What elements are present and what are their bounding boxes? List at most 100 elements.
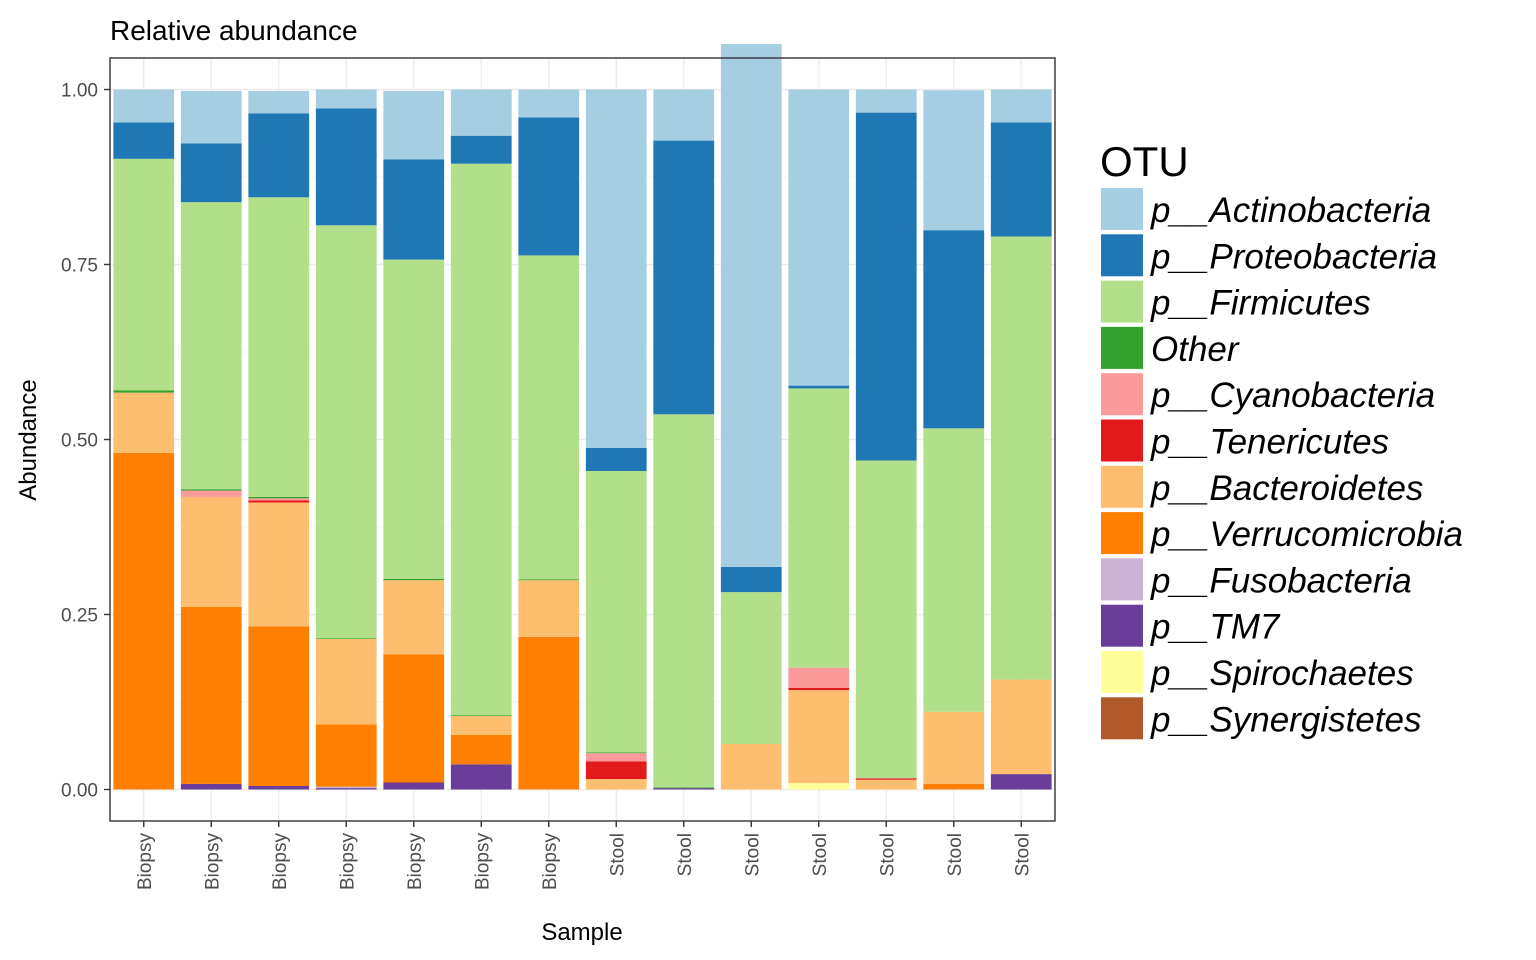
- bar-segment-other: [653, 787, 715, 789]
- y-tick-label: 0.00: [61, 781, 98, 802]
- bar-segment-p-verrucomicrobia: [383, 654, 445, 783]
- bar-segment-p-firmicutes: [180, 202, 242, 490]
- bar-segment-p-cyanobacteria: [248, 498, 310, 501]
- bar-segment-p-bacteroidetes: [113, 392, 175, 453]
- x-tick-label: Biopsy: [135, 833, 156, 891]
- legend-label: Other: [1151, 330, 1240, 369]
- bar-segment-p-firmicutes: [248, 197, 310, 497]
- legend-swatch: [1101, 373, 1143, 416]
- legend-swatch: [1101, 326, 1143, 369]
- y-axis-title: Abundance: [15, 379, 42, 500]
- bar-segment-p-verrucomicrobia: [518, 636, 580, 790]
- bar-segment-p-firmicutes: [855, 460, 917, 779]
- bar-segment-other: [450, 715, 512, 716]
- legend-swatch: [1101, 558, 1143, 601]
- y-tick-label: 0.50: [61, 431, 98, 452]
- bar-segment-other: [518, 579, 580, 581]
- bar-segment-other: [315, 638, 377, 639]
- bar-segment-p-proteobacteria: [113, 122, 175, 159]
- bar-segment-p-proteobacteria: [720, 566, 782, 593]
- legend-label: p__Fusobacteria: [1150, 561, 1412, 600]
- bar-segment-p-firmicutes: [585, 471, 647, 753]
- legend-label: p__Tenericutes: [1150, 423, 1389, 462]
- bar-segment-p-tenericutes: [855, 778, 917, 780]
- x-tick-label: Biopsy: [405, 833, 426, 891]
- bar-segment-p-actinobacteria: [450, 89, 512, 136]
- bar-segment-p-bacteroidetes: [720, 744, 782, 790]
- y-tick-label: 0.25: [61, 606, 98, 627]
- bar-segment-other: [585, 752, 647, 754]
- bar-segment-p-actinobacteria: [855, 89, 917, 113]
- legend-label: p__Spirochaetes: [1150, 654, 1414, 693]
- bar-segment-p-cyanobacteria: [585, 753, 647, 762]
- bar-segment-p-verrucomicrobia: [248, 626, 310, 786]
- bar-segment-p-firmicutes: [788, 388, 850, 668]
- bar-segment-p-actinobacteria: [990, 89, 1052, 123]
- bar-segment-p-actinobacteria: [180, 90, 242, 144]
- bar-segment-p-actinobacteria: [518, 89, 580, 118]
- bar-segment-other: [113, 390, 175, 393]
- legend-swatch: [1101, 419, 1143, 462]
- bar-segment-p-bacteroidetes: [788, 690, 850, 784]
- bar-segment-p-tenericutes: [788, 688, 850, 691]
- bar-segment-p-proteobacteria: [180, 143, 242, 203]
- x-tick-label: Stool: [945, 833, 966, 876]
- x-tick-label: Stool: [607, 833, 628, 876]
- bar-segment-p-bacteroidetes: [990, 679, 1052, 775]
- x-axis: Biopsy Biopsy Biopsy Biopsy Biopsy Biopsy Biop…: [135, 821, 1033, 891]
- bar-segment-p-bacteroidetes: [248, 502, 310, 627]
- legend-swatch: [1101, 188, 1143, 230]
- bar-segment-p-tm7: [383, 782, 445, 790]
- bar-segment-p-bacteroidetes: [450, 716, 512, 735]
- x-tick-label: Stool: [810, 833, 831, 876]
- bar-segment-p-bacteroidetes: [315, 639, 377, 725]
- bar-segment-p-actinobacteria: [923, 90, 985, 231]
- bar-segment-p-bacteroidetes: [518, 580, 580, 637]
- bar-segment-p-firmicutes: [653, 414, 715, 788]
- bar-segment-p-bacteroidetes: [855, 779, 917, 790]
- bar-segment-p-firmicutes: [113, 158, 175, 391]
- bar-segment-p-tm7: [653, 788, 715, 790]
- legend-label: p__TM7: [1150, 608, 1281, 647]
- legend-swatch: [1101, 604, 1143, 647]
- bar-segment-p-firmicutes: [518, 255, 580, 580]
- bar-segment-p-verrucomicrobia: [180, 606, 242, 784]
- bar-segment-other: [248, 496, 310, 499]
- bar-segment-p-actinobacteria: [248, 90, 310, 114]
- bar-segment-p-proteobacteria: [990, 122, 1052, 237]
- bar-segment-p-verrucomicrobia: [450, 734, 512, 765]
- bar-segment-p-tm7: [180, 783, 242, 790]
- bar-segment-p-firmicutes: [450, 163, 512, 716]
- bar-segment-p-firmicutes: [923, 428, 985, 712]
- bar-segment-p-bacteroidetes: [180, 496, 242, 607]
- bar-segment-p-proteobacteria: [248, 113, 310, 198]
- bar-segment-p-tenericutes: [585, 761, 647, 779]
- x-tick-label: Biopsy: [202, 833, 223, 891]
- bar-segment-p-firmicutes: [315, 225, 377, 639]
- legend-label: p__Verrucomicrobia: [1150, 515, 1463, 554]
- x-tick-label: Stool: [742, 833, 763, 876]
- legend: OTU p__Actinobacteria p__Proteobacteria p_…: [1100, 138, 1463, 740]
- x-tick-label: Stool: [675, 833, 696, 876]
- chart-title: Relative abundance: [110, 15, 358, 46]
- bar-segment-p-firmicutes: [990, 236, 1052, 680]
- legend-label: p__Proteobacteria: [1150, 237, 1437, 276]
- bar-segment-other: [383, 578, 445, 581]
- bar-segment-p-proteobacteria: [585, 447, 647, 471]
- x-tick-label: Biopsy: [540, 833, 561, 891]
- bar-segment-p-firmicutes: [383, 259, 445, 579]
- bar-segment-p-proteobacteria: [315, 108, 377, 226]
- legend-label: p__Cyanobacteria: [1150, 376, 1435, 415]
- x-tick-label: Biopsy: [472, 833, 493, 891]
- bar-segment-p-spirochaetes: [788, 783, 850, 790]
- legend-swatch: [1101, 512, 1143, 555]
- bar-segment-p-proteobacteria: [855, 112, 917, 461]
- bar-segment-p-proteobacteria: [518, 117, 580, 256]
- bar-segment-p-proteobacteria: [788, 385, 850, 389]
- bar-segment-p-actinobacteria: [315, 89, 377, 109]
- bar-segment-p-verrucomicrobia: [315, 724, 377, 787]
- bar-segment-p-verrucomicrobia: [113, 452, 175, 790]
- bar-segment-p-bacteroidetes: [383, 580, 445, 655]
- bar-segment-p-fusobacteria: [315, 786, 377, 789]
- y-tick-label: 1.00: [61, 81, 98, 102]
